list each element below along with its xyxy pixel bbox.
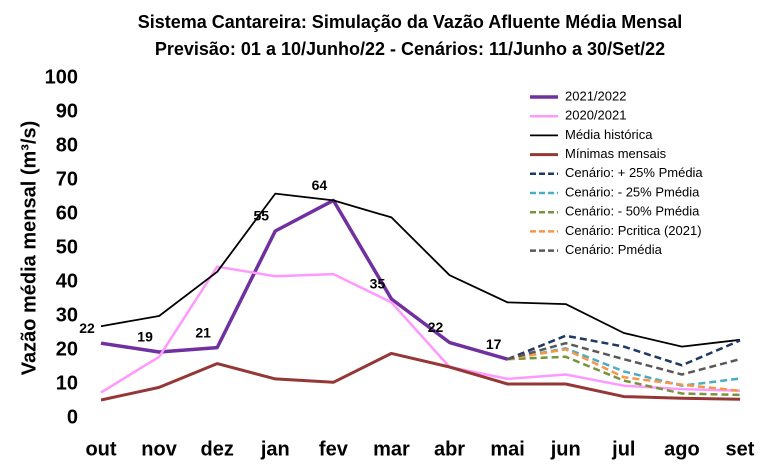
legend-label: 2021/2022 bbox=[565, 88, 626, 103]
y-tick-label: 0 bbox=[67, 406, 78, 428]
legend-label: Cenário: Pmédia bbox=[565, 242, 663, 257]
series-line bbox=[100, 351, 741, 402]
data-label: 35 bbox=[370, 276, 386, 292]
data-label: 22 bbox=[79, 320, 95, 336]
legend-label: Cenário: + 25% Pmédia bbox=[565, 165, 703, 180]
x-tick-label: jan bbox=[260, 438, 290, 460]
y-tick-label: 90 bbox=[56, 100, 78, 122]
legend-label: Média histórica bbox=[565, 127, 653, 142]
series-line bbox=[100, 198, 509, 361]
data-label: 17 bbox=[486, 336, 502, 352]
series-line bbox=[507, 348, 741, 393]
y-tick-label: 70 bbox=[56, 168, 78, 190]
series-line bbox=[100, 265, 741, 394]
legend-label: 2020/2021 bbox=[565, 108, 626, 123]
x-tick-label: jul bbox=[611, 438, 635, 460]
x-tick-label: fev bbox=[319, 438, 349, 460]
y-axis-label: Vazão média mensal (m³/s) bbox=[18, 121, 40, 376]
data-label: 22 bbox=[428, 319, 444, 335]
legend-label: Cenário: Pcritica (2021) bbox=[565, 223, 702, 238]
data-label: 55 bbox=[253, 208, 269, 224]
x-tick-label: out bbox=[85, 438, 116, 460]
y-tick-label: 80 bbox=[56, 134, 78, 156]
y-tick-label: 50 bbox=[56, 236, 78, 258]
x-tick-label: set bbox=[726, 438, 755, 460]
legend-label: Mínimas mensais bbox=[565, 146, 667, 161]
x-tick-label: mai bbox=[490, 438, 524, 460]
series-line bbox=[507, 341, 741, 376]
x-tick-label: abr bbox=[434, 438, 465, 460]
legend-label: Cenário: - 50% Pmédia bbox=[565, 204, 700, 219]
chart-title: Sistema Cantareira: Simulação da Vazão A… bbox=[138, 12, 683, 32]
y-tick-label: 100 bbox=[45, 66, 78, 88]
y-tick-label: 30 bbox=[56, 304, 78, 326]
y-tick-label: 40 bbox=[56, 270, 78, 292]
y-tick-label: 60 bbox=[56, 202, 78, 224]
series-line bbox=[507, 355, 741, 397]
data-label: 21 bbox=[195, 324, 211, 340]
x-tick-label: jun bbox=[550, 438, 581, 460]
data-label: 64 bbox=[312, 177, 328, 193]
x-tick-label: nov bbox=[141, 438, 177, 460]
series-line bbox=[100, 192, 741, 348]
x-tick-label: ago bbox=[664, 438, 700, 460]
x-tick-label: mar bbox=[373, 438, 410, 460]
chart-subtitle: Previsão: 01 a 10/Junho/22 - Cenários: 1… bbox=[155, 39, 665, 59]
series-line bbox=[507, 334, 741, 367]
x-tick-label: dez bbox=[201, 438, 234, 460]
y-tick-label: 10 bbox=[56, 372, 78, 394]
y-tick-label: 20 bbox=[56, 338, 78, 360]
legend-label: Cenário: - 25% Pmédia bbox=[565, 184, 700, 199]
data-label: 19 bbox=[137, 329, 153, 345]
